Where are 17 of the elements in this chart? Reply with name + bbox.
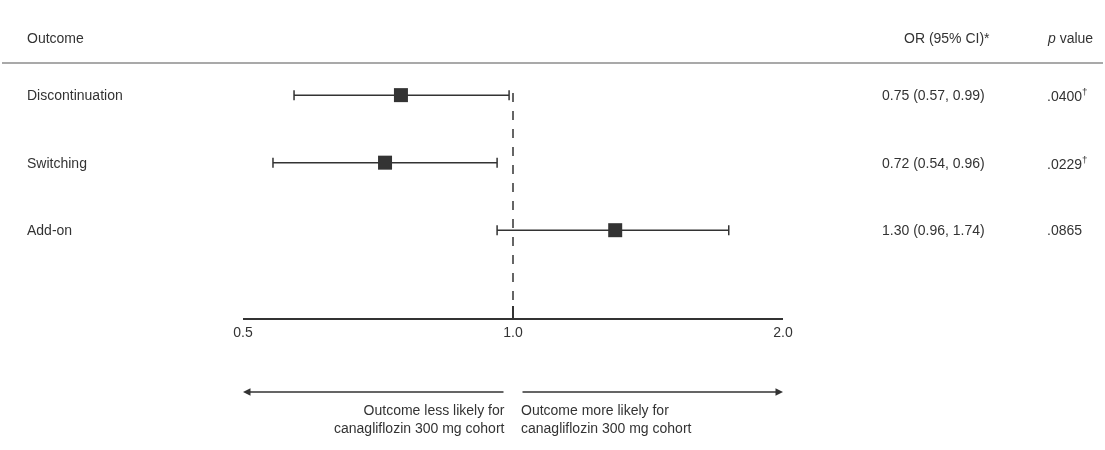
text: .0865 — [1047, 222, 1083, 238]
x-tick-label: 1.0 — [503, 323, 523, 340]
text: OR (95% CI)* — [904, 30, 991, 46]
y-tick-label: Add-on — [27, 222, 73, 238]
x-tick-label: 0.5 — [233, 323, 253, 340]
y-tick-label: Switching — [27, 155, 87, 171]
y-tick-label: Discontinuation — [27, 87, 123, 103]
text: .0229$^{†}$ — [1047, 154, 1088, 172]
data-label: 0.75 (0.57, 0.99) — [882, 87, 985, 103]
data-label: 0.72 (0.54, 0.96) — [882, 155, 985, 171]
x-tick-label: 2.0 — [773, 323, 793, 340]
data-label: 1.30 (0.96, 1.74) — [882, 222, 985, 238]
text: Outcome less likely for canagliflozin 300 mg cohort — [334, 402, 505, 437]
text: p value — [1047, 30, 1094, 46]
text: Outcome more likely for canagliflozin 300 mg cohort — [521, 402, 692, 437]
text: Outcome — [27, 30, 85, 46]
text: .0400$^{†}$ — [1047, 86, 1088, 104]
